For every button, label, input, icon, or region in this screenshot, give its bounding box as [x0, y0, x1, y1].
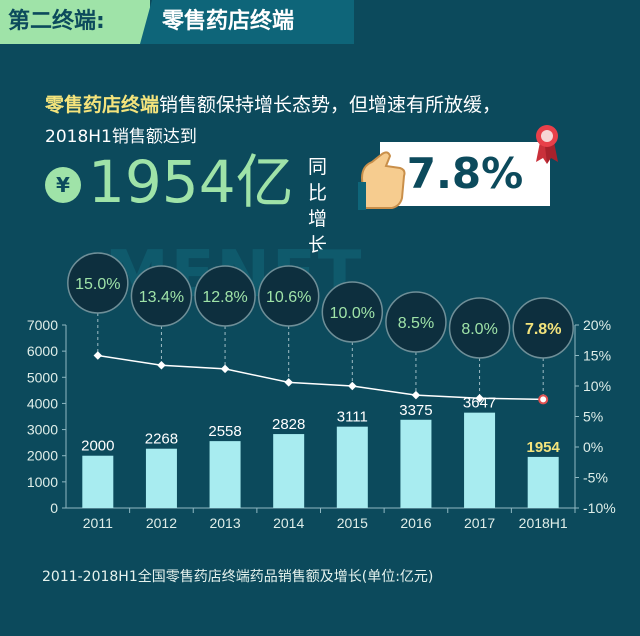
growth-marker: [348, 381, 357, 391]
x-tick-label: 2013: [209, 515, 240, 531]
growth-line: [97, 354, 544, 401]
growth-marker: [157, 361, 166, 370]
x-tick-label: 2015: [337, 515, 368, 531]
y-right-tick-label: 15%: [583, 348, 611, 364]
chart: 0 1000 2000 3000 4000 5000 6000 7000 -10% -5% 0% 5%…: [27, 252, 616, 531]
growth-rate-label: 8.0%: [461, 321, 497, 338]
y-right-tick-label: 0%: [583, 439, 603, 455]
growth-rate-label: 8.5%: [398, 315, 434, 332]
y-left-tick-label: 6000: [27, 343, 58, 359]
y-right-tick-label: 5%: [583, 409, 603, 425]
yoy-label: 同比 增长: [308, 154, 338, 258]
bar: [527, 456, 559, 508]
y-left-tick-label: 2000: [27, 448, 58, 464]
bar: [82, 455, 114, 508]
x-tick-label: 2018H1: [519, 515, 568, 531]
x-tick-label: 2012: [146, 515, 177, 531]
x-tick-label: 2017: [464, 515, 495, 531]
yoy-label-top: 同比: [308, 156, 328, 204]
y-right-tick-label: 10%: [583, 378, 611, 394]
growth-rate-label: 7.8%: [525, 321, 561, 338]
growth-bubble: [194, 265, 256, 327]
header: 第二终端: 零售药店终端: [0, 0, 640, 44]
y-left-tick-label: 1000: [27, 474, 58, 490]
bar-value-label: 2268: [145, 431, 178, 448]
growth-bubble: [512, 297, 574, 359]
bar-value-label: 3111: [337, 409, 368, 426]
growth-marker: [93, 351, 103, 360]
bar: [336, 426, 368, 508]
bar-value-label: 1954: [527, 439, 561, 456]
growth-bubble: [67, 252, 129, 314]
growth-marker: [538, 394, 549, 405]
intro-line-1: 零售药店终端销售额保持增长态势，但增速有所放缓，: [45, 90, 501, 117]
yoy-label-bottom: 增长: [308, 208, 328, 256]
bar: [145, 448, 177, 508]
bar-value-label: 2558: [208, 423, 241, 440]
y-right-tick-label: -10%: [583, 500, 616, 516]
intro-line-2: 2018H1销售额达到: [45, 127, 197, 147]
growth-bubble: [448, 297, 511, 359]
sales-amount: 1954亿: [88, 148, 294, 216]
intro-line-1-text: 销售额保持增长态势，但增速有所放缓，: [159, 94, 502, 116]
growth-bubble: [385, 291, 447, 353]
growth-marker: [220, 364, 230, 374]
growth-bubble: [257, 265, 320, 327]
growth-marker: [411, 390, 421, 400]
y-left-tick-label: 4000: [27, 395, 58, 411]
growth-bubble: [130, 265, 193, 327]
bar-value-label: 2828: [272, 416, 305, 433]
bar: [273, 434, 305, 508]
x-tick-label: 2011: [83, 515, 113, 531]
award-ribbon-icon: [536, 125, 558, 164]
y-left-tick-label: 7000: [27, 317, 58, 333]
x-tick-label: 2016: [400, 515, 431, 531]
x-tick-label: 2014: [273, 515, 304, 531]
y-right-tick-label: -5%: [583, 470, 608, 486]
y-right-tick-label: 20%: [583, 317, 611, 333]
chart-caption: 2011-2018H1全国零售药店终端药品销售额及增长(单位:亿元): [42, 569, 434, 585]
bar: [400, 419, 432, 508]
intro-highlight: 零售药店终端: [45, 94, 160, 116]
yen-icon: ¥: [45, 167, 81, 203]
growth-rate-label: 13.4%: [139, 289, 184, 306]
growth-rate-label: 10.0%: [330, 305, 375, 322]
y-left-tick-label: 3000: [27, 422, 58, 438]
section-label: 第二终端:: [0, 0, 150, 44]
section-title: 零售药店终端: [140, 0, 354, 44]
y-left-tick-label: 5000: [27, 369, 58, 385]
growth-card: 7.8%: [380, 142, 550, 206]
bar-value-label: 3375: [399, 402, 432, 419]
growth-marker: [475, 393, 484, 403]
hand-icon: [358, 151, 406, 210]
y-left-tick-label: 0: [50, 500, 58, 516]
bar: [464, 412, 496, 508]
growth-rate-label: 12.8%: [202, 289, 247, 306]
growth-marker: [284, 378, 293, 387]
growth-rate-label: 10.6%: [266, 289, 311, 306]
bar: [209, 441, 241, 508]
bar-value-label: 2000: [81, 438, 114, 455]
growth-bubble: [321, 281, 384, 343]
growth-rate-label: 15.0%: [75, 276, 120, 293]
